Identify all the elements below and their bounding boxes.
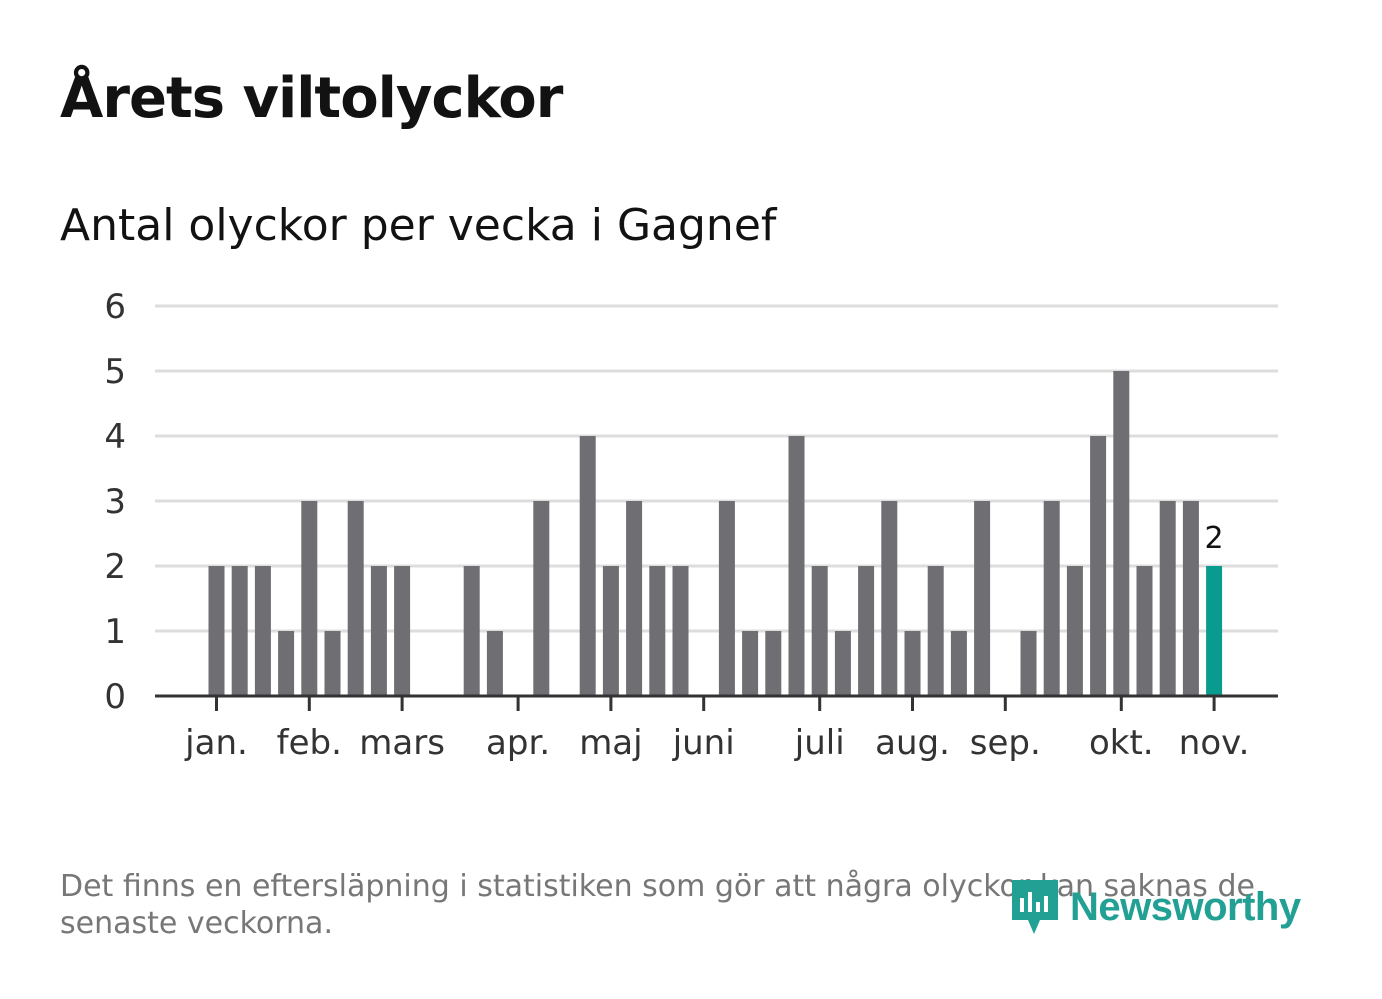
x-tick-label: jan. <box>184 723 248 763</box>
bar <box>1136 566 1153 696</box>
bar <box>370 566 387 696</box>
bar <box>486 631 503 696</box>
bar <box>1182 501 1199 696</box>
bar <box>533 501 550 696</box>
bar <box>672 566 689 696</box>
bar <box>208 566 225 696</box>
bar-highlight <box>1206 566 1223 696</box>
x-tick-label: mars <box>359 723 445 763</box>
bar <box>1066 566 1083 696</box>
bar <box>324 631 341 696</box>
y-tick-label: 5 <box>104 352 126 392</box>
bar <box>788 436 805 696</box>
x-tick-label: okt. <box>1089 723 1154 763</box>
bar <box>950 631 967 696</box>
x-tick-label: aug. <box>875 723 950 763</box>
x-tick-label: apr. <box>486 723 550 763</box>
bar <box>718 501 735 696</box>
bar <box>626 501 643 696</box>
bar <box>1113 371 1130 696</box>
bar <box>1043 501 1060 696</box>
bar <box>394 566 411 696</box>
x-tick-label: juli <box>794 723 845 763</box>
bar <box>649 566 666 696</box>
bar <box>881 501 898 696</box>
bar <box>1090 436 1107 696</box>
bar <box>904 631 921 696</box>
y-tick-label: 0 <box>104 677 126 717</box>
x-tick-label: juni <box>672 723 735 763</box>
bar <box>927 566 944 696</box>
newsworthy-logo-icon <box>1012 880 1058 934</box>
bar <box>834 631 851 696</box>
bar <box>254 566 271 696</box>
bar <box>1020 631 1037 696</box>
bar <box>579 436 596 696</box>
y-tick-label: 2 <box>104 547 126 587</box>
bar <box>301 501 318 696</box>
data-label: 2 <box>1205 521 1224 556</box>
y-tick-label: 1 <box>104 612 126 652</box>
y-tick-label: 6 <box>104 287 126 327</box>
bar <box>231 566 248 696</box>
x-tick-label: feb. <box>277 723 342 763</box>
x-tick-label: nov. <box>1179 723 1250 763</box>
bar <box>765 631 782 696</box>
bar <box>811 566 828 696</box>
bar <box>742 631 759 696</box>
bar <box>347 501 364 696</box>
y-tick-label: 4 <box>104 417 126 457</box>
brand-name: Newsworthy <box>1070 884 1301 929</box>
chart-subtitle: Antal olyckor per vecka i Gagnef <box>60 200 777 251</box>
bar <box>278 631 295 696</box>
bar <box>858 566 875 696</box>
y-tick-label: 3 <box>104 482 126 522</box>
bar <box>602 566 619 696</box>
chart-title: Årets viltolyckor <box>60 66 563 131</box>
bar <box>1159 501 1176 696</box>
x-tick-label: sep. <box>970 723 1041 763</box>
bar <box>463 566 480 696</box>
bar <box>974 501 991 696</box>
newsworthy-logo: Newsworthy <box>1010 876 1301 938</box>
x-tick-label: maj <box>579 723 642 763</box>
